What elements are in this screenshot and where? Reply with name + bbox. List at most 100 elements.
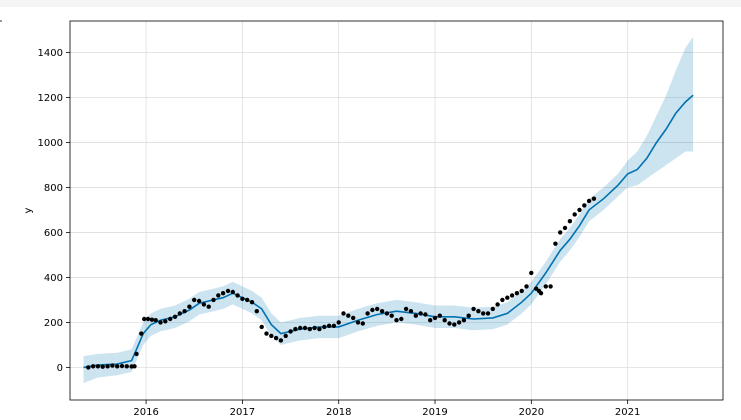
observed-point-25 xyxy=(196,298,202,304)
observed-point-49 xyxy=(312,325,317,331)
observed-point-65 xyxy=(389,313,394,318)
observed-point-31 xyxy=(225,288,231,294)
y-tick-label-0: 0 xyxy=(57,363,63,374)
observed-point-7 xyxy=(119,363,125,369)
observed-point-103 xyxy=(567,219,573,224)
observed-point-28 xyxy=(211,297,216,303)
observed-point-105 xyxy=(577,207,582,213)
observed-point-54 xyxy=(336,320,341,325)
observed-point-76 xyxy=(442,318,447,323)
observed-point-89 xyxy=(505,295,510,300)
observed-point-58 xyxy=(355,320,361,325)
observed-point-36 xyxy=(249,300,255,305)
observed-point-100 xyxy=(553,241,558,246)
observed-point-17 xyxy=(158,320,163,325)
y-tick-label-5: 1000 xyxy=(38,138,63,149)
observed-point-70 xyxy=(413,313,418,318)
observed-point-98 xyxy=(543,284,548,289)
observed-point-20 xyxy=(172,314,178,319)
observed-point-44 xyxy=(288,329,293,334)
x-tick-label-4: 2020 xyxy=(519,407,544,418)
uncertainty-band-area xyxy=(83,36,694,384)
observed-point-11 xyxy=(134,351,139,357)
observed-point-75 xyxy=(437,313,442,318)
observed-point-93 xyxy=(524,284,529,289)
observed-point-74 xyxy=(432,315,438,321)
y-tick-label-7: 1400 xyxy=(38,48,63,59)
observed-point-39 xyxy=(264,331,269,336)
observed-point-57 xyxy=(351,315,356,321)
observed-point-67 xyxy=(399,316,404,322)
observed-point-78 xyxy=(452,322,457,327)
observed-point-60 xyxy=(365,311,370,316)
observed-point-40 xyxy=(269,333,274,339)
observed-point-14 xyxy=(145,316,151,322)
observed-point-104 xyxy=(572,212,577,217)
observed-point-22 xyxy=(182,309,187,314)
x-tick-label-3: 2019 xyxy=(422,407,447,418)
observed-point-43 xyxy=(283,333,288,339)
observed-point-27 xyxy=(206,304,211,309)
observed-point-24 xyxy=(192,297,197,303)
observed-point-72 xyxy=(423,312,428,317)
observed-point-23 xyxy=(187,304,192,309)
observed-point-2 xyxy=(95,364,101,369)
observed-point-38 xyxy=(259,324,264,330)
observed-point-33 xyxy=(235,293,240,298)
observed-point-90 xyxy=(509,293,515,298)
observed-point-68 xyxy=(403,306,409,312)
observed-point-91 xyxy=(514,291,520,296)
observed-point-42 xyxy=(278,338,284,343)
observed-point-69 xyxy=(408,309,414,314)
y-tick-label-6: 1200 xyxy=(38,93,63,104)
x-tick-label-5: 2021 xyxy=(615,407,640,418)
observed-point-18 xyxy=(163,319,168,324)
observed-point-32 xyxy=(230,289,235,295)
observed-point-87 xyxy=(495,302,500,307)
x-tick-label-0: 2016 xyxy=(133,407,158,418)
observed-point-82 xyxy=(471,306,476,312)
y-tick-label-2: 400 xyxy=(44,273,63,284)
uncertainty-band xyxy=(83,36,694,384)
grid xyxy=(70,21,723,400)
plot-frame xyxy=(69,20,724,401)
top-band xyxy=(0,0,741,7)
observed-point-1 xyxy=(90,364,96,369)
observed-point-99 xyxy=(548,284,553,289)
observed-point-53 xyxy=(331,323,337,328)
observed-point-88 xyxy=(500,297,505,303)
observed-point-45 xyxy=(293,326,298,332)
observed-point-56 xyxy=(346,313,351,318)
observed-point-108 xyxy=(591,196,597,201)
observed-point-94 xyxy=(529,270,534,276)
observed-point-79 xyxy=(456,320,462,325)
observed-point-62 xyxy=(375,306,380,312)
observed-point-92 xyxy=(519,288,524,294)
observed-point-66 xyxy=(394,318,399,323)
observed-point-13 xyxy=(142,316,147,322)
observed-point-34 xyxy=(240,296,245,301)
observed-point-4 xyxy=(105,364,110,369)
observed-point-3 xyxy=(100,364,105,369)
observed-point-0 xyxy=(86,365,91,370)
observed-point-5 xyxy=(110,363,115,368)
observed-point-106 xyxy=(582,203,587,208)
observed-point-61 xyxy=(370,307,375,313)
observed-point-35 xyxy=(245,297,250,303)
observed-point-50 xyxy=(317,326,322,332)
observed-point-71 xyxy=(418,311,423,316)
observed-point-86 xyxy=(490,306,495,312)
observed-point-97 xyxy=(538,291,544,296)
observed-point-15 xyxy=(149,317,155,322)
observed-point-85 xyxy=(485,311,491,316)
observed-point-63 xyxy=(379,309,385,314)
observed-point-80 xyxy=(461,318,467,323)
observed-point-47 xyxy=(302,325,308,331)
observed-point-51 xyxy=(322,324,327,330)
observed-point-6 xyxy=(115,364,120,369)
x-tick-label-2: 2018 xyxy=(326,407,351,418)
y-axis-label: y xyxy=(23,207,34,213)
observed-point-64 xyxy=(384,311,390,316)
observed-point-19 xyxy=(168,316,173,322)
